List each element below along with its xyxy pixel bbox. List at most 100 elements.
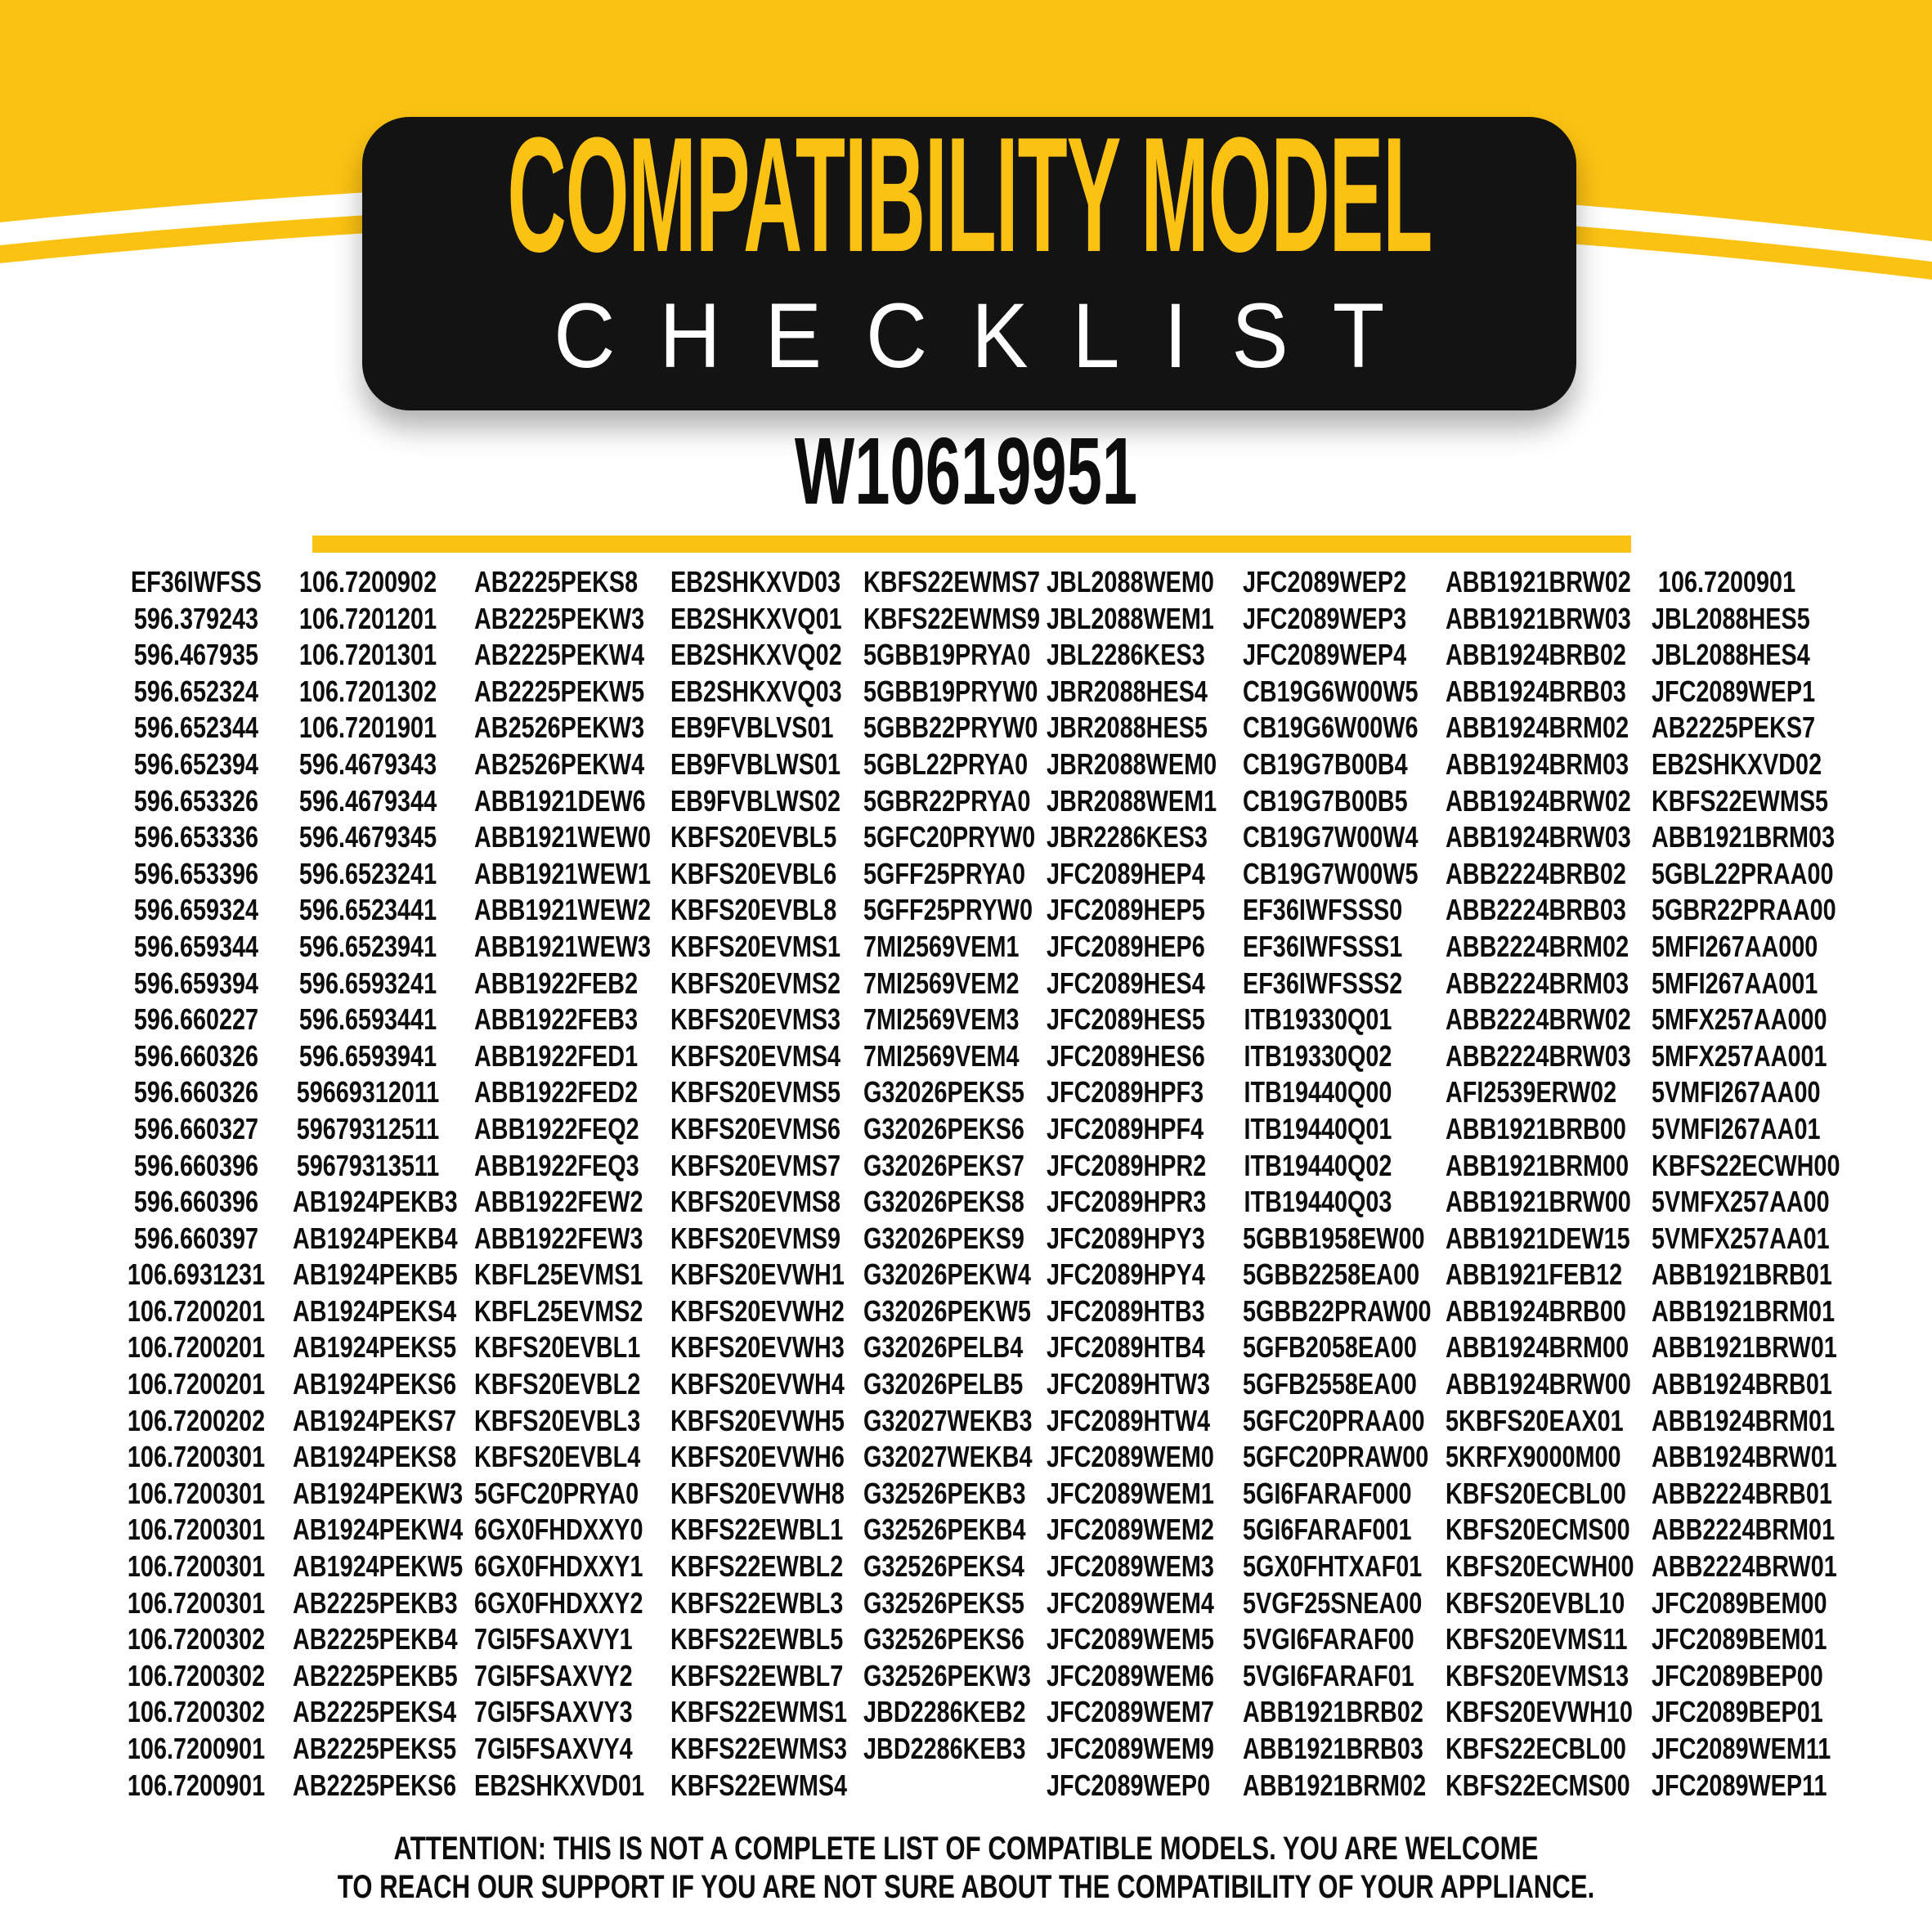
model-number: 5VMFX257AA00 xyxy=(1652,1185,1830,1219)
model-number: JBL2088WEM0 xyxy=(1047,565,1214,598)
model-number: AB2225PEKB5 xyxy=(293,1658,458,1692)
model-number: G32026PELB5 xyxy=(863,1367,1024,1401)
model-column-9: 106.7200901 JBL2088HES5 JBL2088HES4 JFC2089… xyxy=(1652,564,1840,1804)
model-number: ABB2224BRW03 xyxy=(1446,1038,1631,1073)
model-number: 106.7201201 xyxy=(298,601,437,635)
model-number: 596.379243 xyxy=(133,601,259,635)
model-number: 5GBR22PRAA00 xyxy=(1652,893,1836,927)
model-number: 106.6931231 xyxy=(127,1257,266,1292)
model-number: JFC2089WEM2 xyxy=(1047,1513,1214,1547)
model-number: ABB1921BRM01 xyxy=(1652,1293,1836,1328)
page-title: COMPATIBILITY MODEL xyxy=(507,104,1432,286)
model-number: AB1924PEKW3 xyxy=(293,1476,464,1510)
model-number: ABB1922FEB2 xyxy=(474,966,639,1000)
model-number: KBFS20EVMS2 xyxy=(670,966,841,1000)
model-number: EB2SHKXVD02 xyxy=(1652,746,1822,781)
model-number: 106.7201901 xyxy=(298,710,437,745)
model-number: 106.7200302 xyxy=(127,1658,266,1692)
model-number: G32026PEKS8 xyxy=(863,1185,1024,1219)
model-number: AB1924PEKB5 xyxy=(293,1257,458,1292)
model-number: JBR2088HES4 xyxy=(1047,674,1208,708)
model-number: ABB1922FEW3 xyxy=(474,1221,643,1255)
model-number: 6GX0FHDXXY2 xyxy=(474,1585,643,1620)
model-number: JFC2089HTB4 xyxy=(1047,1330,1205,1365)
model-number: AB2225PEKB4 xyxy=(293,1622,458,1656)
model-number: ABB1924BRW00 xyxy=(1446,1367,1631,1401)
model-number: 106.7200301 xyxy=(127,1440,266,1474)
model-number: KBFS20EVMS5 xyxy=(670,1075,841,1109)
model-number: 5GFC20PRYA0 xyxy=(474,1476,639,1510)
model-number: AB2225PEKS7 xyxy=(1652,710,1816,745)
model-number: 106.7200302 xyxy=(127,1622,266,1656)
model-number: ABB1924BRW01 xyxy=(1652,1440,1837,1474)
model-number: ABB1921BRW03 xyxy=(1446,601,1631,635)
model-number: 7MI2569VEM3 xyxy=(863,1002,1020,1037)
model-number: ABB1924BRB01 xyxy=(1652,1367,1832,1401)
model-number: 5VMFI267AA01 xyxy=(1652,1111,1821,1145)
model-number: KBFS22EWBL7 xyxy=(670,1658,844,1692)
model-number: AB2526PEKW4 xyxy=(474,746,645,781)
model-number: 596.4679345 xyxy=(298,820,437,854)
model-number: AB1924PEKB3 xyxy=(293,1185,458,1219)
model-number: 5GBB22PRAW00 xyxy=(1243,1293,1432,1328)
model-number: ITB19440Q02 xyxy=(1244,1148,1392,1182)
model-number: ABB1921BRW00 xyxy=(1446,1185,1631,1219)
model-number: 7GI5FSAXVY3 xyxy=(474,1695,633,1729)
model-number: 5GBB19PRYA0 xyxy=(863,638,1031,672)
model-number: 596.6593241 xyxy=(298,966,437,1000)
model-number: JFC2089HES5 xyxy=(1047,1002,1205,1037)
model-number: 5MFX257AA000 xyxy=(1652,1002,1827,1037)
model-number: ABB2224BRW02 xyxy=(1446,1002,1631,1037)
model-number: JFC2089WEP4 xyxy=(1243,638,1407,672)
model-number: ABB2224BRB03 xyxy=(1446,893,1626,927)
model-number: EB2SHKXVQ01 xyxy=(670,601,842,635)
model-number: KBFS22EWMS5 xyxy=(1652,783,1829,818)
model-number: JBD2286KEB3 xyxy=(863,1732,1026,1765)
model-number: KBFS22ECMS00 xyxy=(1446,1768,1630,1802)
model-number: AB2526PEKW3 xyxy=(474,710,645,745)
model-number: KBFS20EVMS13 xyxy=(1446,1658,1629,1692)
model-number: KBFS22EWBL2 xyxy=(670,1549,844,1584)
model-number: EF36IWFSSS1 xyxy=(1243,929,1403,963)
model-number: ABB2224BRB01 xyxy=(1652,1476,1832,1510)
model-number: ABB1922FED2 xyxy=(474,1075,639,1109)
model-number: ABB2224BRB02 xyxy=(1446,856,1626,890)
model-number: JFC2089BEP01 xyxy=(1652,1695,1823,1729)
model-number: AB1924PEKW4 xyxy=(293,1513,464,1547)
model-number: 106.7200301 xyxy=(127,1476,266,1510)
model-number: 596.6593441 xyxy=(298,1002,437,1037)
model-number: JFC2089HEP4 xyxy=(1047,856,1205,890)
model-number: JFC2089WEM7 xyxy=(1047,1695,1214,1729)
model-number: ABB1924BRM01 xyxy=(1652,1403,1836,1437)
model-number: 596.660396 xyxy=(133,1185,259,1219)
attention-line-1: ATTENTION: THIS IS NOT A COMPLETE LIST O… xyxy=(393,1831,1539,1867)
model-number: 59679312511 xyxy=(296,1111,440,1145)
model-number: ABB1924BRB03 xyxy=(1446,674,1626,708)
model-number: JFC2089BEP00 xyxy=(1652,1658,1823,1692)
model-number: 5GFF25PRYA0 xyxy=(863,856,1025,890)
model-number: AB2225PEKS8 xyxy=(474,565,639,598)
model-number: AB1924PEKS6 xyxy=(293,1367,457,1401)
model-number: 5GBL22PRAA00 xyxy=(1652,856,1834,890)
model-number: ABB1922FEB3 xyxy=(474,1002,639,1037)
model-number: AB1924PEKS4 xyxy=(293,1293,457,1328)
model-number: KBFS20EVMS4 xyxy=(670,1038,841,1073)
model-number: JFC2089HPR2 xyxy=(1047,1148,1207,1182)
model-number: 5KRFX9000M00 xyxy=(1446,1440,1621,1474)
model-number: 59669312011 xyxy=(296,1075,440,1109)
model-number: G32026PEKW4 xyxy=(863,1257,1031,1292)
model-number: 106.7200301 xyxy=(127,1549,266,1584)
model-number: KBFS22EWBL3 xyxy=(670,1585,844,1620)
model-number: ABB1921BRW01 xyxy=(1652,1330,1837,1365)
model-number: KBFS20EVBL8 xyxy=(670,893,837,927)
model-number: JBR2088HES5 xyxy=(1047,710,1208,745)
model-number: ABB1924BRB00 xyxy=(1446,1293,1626,1328)
model-number: 596.660327 xyxy=(133,1111,259,1145)
model-number: ITB19440Q03 xyxy=(1244,1185,1392,1219)
model-number: 106.7200302 xyxy=(127,1695,266,1729)
model-number: ABB1924BRW03 xyxy=(1446,820,1631,854)
model-number: JFC2089WEM11 xyxy=(1652,1732,1831,1765)
model-number: JBL2286KES3 xyxy=(1047,638,1205,672)
model-number: ABB1924BRM02 xyxy=(1446,710,1629,745)
model-number: 596.652394 xyxy=(133,746,259,781)
